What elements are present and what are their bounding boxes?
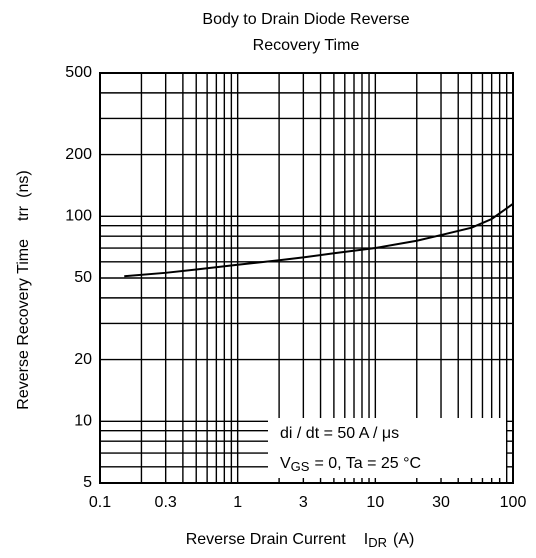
x-tick-label: 1 — [233, 494, 242, 511]
x-tick-label: 3 — [299, 494, 308, 511]
y-tick-label: 20 — [74, 351, 92, 368]
x-tick-label: 0.1 — [89, 494, 111, 511]
x-tick-label: 10 — [366, 494, 384, 511]
annotation-box — [268, 418, 506, 478]
data-line — [124, 203, 514, 278]
y-tick-label: 200 — [65, 146, 92, 163]
chart-title: Recovery Time — [253, 37, 360, 54]
annotation: VGS = 0, Ta = 25 °C — [280, 455, 421, 474]
y-tick-label: 5 — [83, 474, 92, 491]
annotation: di / dt = 50 A / μs — [280, 425, 399, 442]
y-tick-label: 100 — [65, 208, 92, 225]
x-tick-label: 100 — [500, 494, 527, 511]
chart-title: Body to Drain Diode Reverse — [202, 11, 409, 28]
x-axis-label: Reverse Drain Current IDR (A) — [186, 531, 415, 550]
y-tick-label: 10 — [74, 413, 92, 430]
annotation-text: = 0, Ta = 25 °C — [314, 455, 421, 472]
y-axis-label: Reverse Recovery Timetrr(ns) — [15, 170, 32, 409]
annotation-symbol: V — [280, 455, 291, 472]
y-tick-label: 50 — [74, 269, 92, 286]
y-tick-label: 500 — [65, 64, 92, 81]
x-tick-label: 30 — [432, 494, 450, 511]
x-tick-label: 0.3 — [155, 494, 177, 511]
annotation-sub: GS — [291, 459, 310, 474]
plot-frame — [99, 72, 514, 484]
